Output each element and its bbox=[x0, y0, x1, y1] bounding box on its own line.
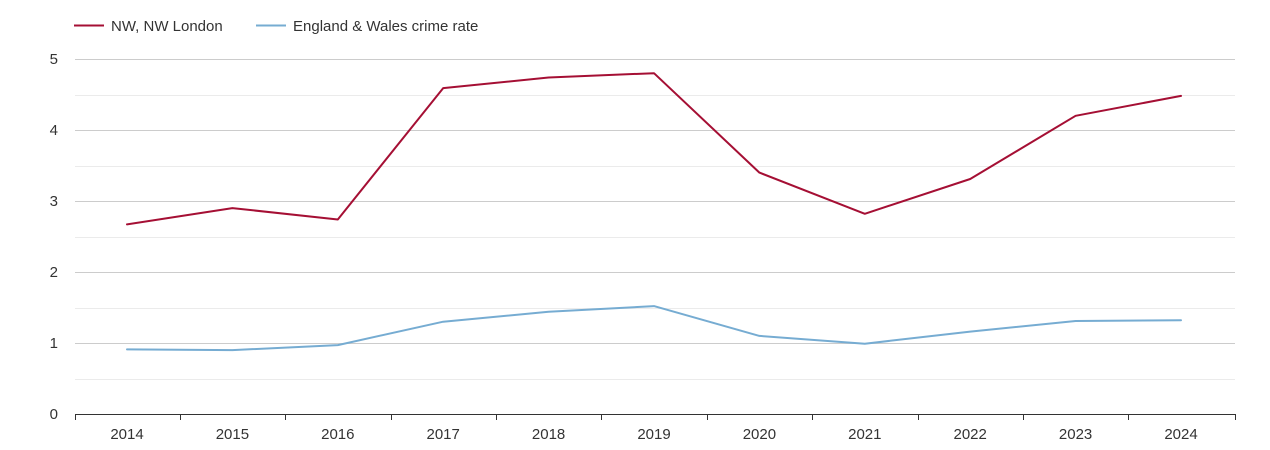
y-tick-label: 5 bbox=[50, 51, 58, 68]
data-point bbox=[864, 343, 866, 345]
data-point bbox=[1075, 320, 1077, 322]
data-point bbox=[548, 76, 550, 78]
data-point bbox=[969, 331, 971, 333]
data-point bbox=[337, 344, 339, 346]
y-tick-label: 2 bbox=[50, 264, 58, 281]
y-axis-labels: 0 1 2 3 4 5 bbox=[50, 51, 58, 423]
data-point bbox=[653, 305, 655, 307]
x-axis bbox=[75, 414, 1236, 420]
x-tick-label: 2018 bbox=[532, 426, 565, 443]
legend-label: NW, NW London bbox=[111, 18, 223, 35]
data-point bbox=[653, 72, 655, 74]
legend: NW, NW London England & Wales crime rate bbox=[74, 18, 478, 35]
y-tick-label: 3 bbox=[50, 193, 58, 210]
legend-label: England & Wales crime rate bbox=[293, 18, 478, 35]
data-point bbox=[442, 87, 444, 89]
data-point bbox=[758, 335, 760, 337]
x-tick-label: 2017 bbox=[427, 426, 460, 443]
data-point bbox=[442, 321, 444, 323]
data-point bbox=[126, 348, 128, 350]
x-tick-label: 2016 bbox=[321, 426, 354, 443]
y-tick-label: 4 bbox=[50, 122, 58, 139]
series-line-2 bbox=[126, 305, 1182, 352]
data-point bbox=[231, 349, 233, 351]
data-point bbox=[758, 172, 760, 174]
x-tick-label: 2014 bbox=[110, 426, 143, 443]
x-tick-label: 2023 bbox=[1059, 426, 1092, 443]
series-lines bbox=[126, 72, 1182, 352]
x-tick-label: 2024 bbox=[1164, 426, 1197, 443]
x-tick-label: 2015 bbox=[216, 426, 249, 443]
data-point bbox=[864, 213, 866, 215]
y-tick-label: 0 bbox=[50, 406, 58, 423]
y-tick-label: 1 bbox=[50, 335, 58, 352]
series-line-1 bbox=[126, 72, 1182, 226]
data-point bbox=[337, 218, 339, 220]
data-point bbox=[1180, 95, 1182, 97]
x-axis-labels: 2014 2015 2016 2017 2018 2019 2020 2021 2022 2023… bbox=[110, 426, 1197, 443]
x-tick-label: 2022 bbox=[954, 426, 987, 443]
x-tick-label: 2021 bbox=[848, 426, 881, 443]
grid-lines bbox=[75, 59, 1235, 380]
x-tick-label: 2020 bbox=[743, 426, 776, 443]
x-tick-label: 2019 bbox=[637, 426, 670, 443]
data-point bbox=[1180, 319, 1182, 321]
data-point bbox=[126, 223, 128, 225]
data-point bbox=[969, 178, 971, 180]
data-point bbox=[1075, 115, 1077, 117]
data-point bbox=[231, 207, 233, 209]
data-point bbox=[548, 311, 550, 313]
